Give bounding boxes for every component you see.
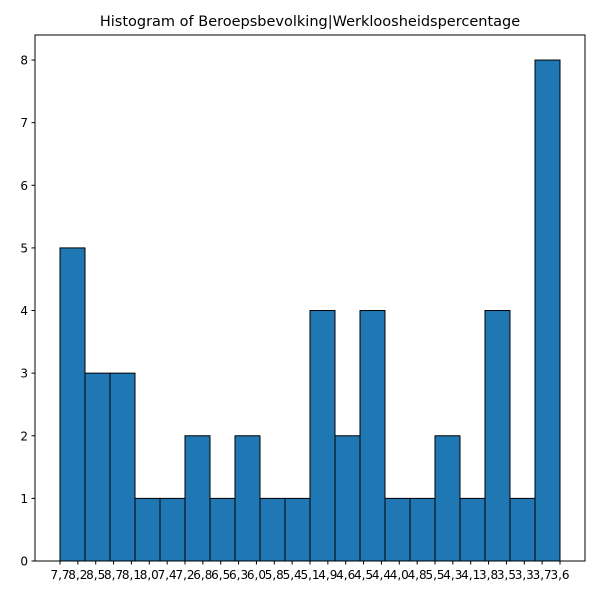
x-tick-label: 6,5 [211, 568, 230, 582]
bar [309, 310, 336, 562]
bar [209, 497, 236, 562]
y-tick-label: 7 [20, 116, 28, 130]
bar [234, 435, 261, 562]
x-tick-label: 6,0 [247, 568, 266, 582]
x-tick-label: 8,0 [140, 568, 159, 582]
x-tick-label: 4,0 [390, 568, 409, 582]
x-tick-label: 7,7 [50, 568, 69, 582]
y-tick-label: 6 [20, 179, 28, 193]
bar [284, 497, 311, 562]
x-tick-label: 8,2 [68, 568, 87, 582]
bar [484, 310, 511, 562]
x-tick-label: 4,6 [336, 568, 355, 582]
x-tick-label: 4,4 [372, 568, 391, 582]
x-tick-label: 4,1 [461, 568, 480, 582]
bar [59, 247, 86, 562]
bar [134, 497, 161, 562]
x-tick-label: 3,7 [533, 568, 552, 582]
bar [184, 435, 211, 562]
bar [459, 497, 486, 562]
x-tick-label: 8,1 [122, 568, 141, 582]
x-tick-label: 5,8 [265, 568, 284, 582]
y-tick-label: 0 [20, 555, 28, 569]
bar [384, 497, 411, 562]
x-tick-label: 7,4 [158, 568, 177, 582]
x-tick-label: 5,5 [425, 568, 444, 582]
x-tick-label: 4,9 [318, 568, 337, 582]
x-tick-label: 4,8 [408, 568, 427, 582]
x-tick-label: 6,3 [229, 568, 248, 582]
x-tick-label: 3,5 [497, 568, 516, 582]
bar [109, 372, 136, 562]
bar [259, 497, 286, 562]
plot-frame [34, 34, 586, 562]
x-tick-label: 3,8 [479, 568, 498, 582]
x-tick-label: 4,3 [443, 568, 462, 582]
y-tick-label: 8 [20, 54, 28, 68]
x-tick-label: 5,4 [283, 568, 302, 582]
x-tick-label: 3,3 [515, 568, 534, 582]
bar [534, 59, 561, 562]
bar [434, 435, 461, 562]
y-tick-label: 3 [20, 367, 28, 381]
x-tick-label: 3,6 [550, 568, 569, 582]
bar [509, 497, 536, 562]
x-tick-label: 7,2 [175, 568, 194, 582]
y-tick-label: 4 [20, 304, 28, 318]
bar [84, 372, 111, 562]
x-tick-label: 4,5 [354, 568, 373, 582]
bar [159, 497, 186, 562]
x-tick-label: 6,8 [193, 568, 212, 582]
x-tick-label: 8,5 [86, 568, 105, 582]
x-tick-label: 8,7 [104, 568, 123, 582]
bar [359, 310, 386, 562]
bar [409, 497, 436, 562]
y-tick-label: 5 [20, 241, 28, 255]
y-tick-label: 1 [20, 492, 28, 506]
y-tick-label: 2 [20, 429, 28, 443]
x-tick-label: 5,1 [300, 568, 319, 582]
chart-title: Histogram of Beroepsbevolking|Werklooshe… [100, 14, 520, 30]
bar [334, 435, 361, 562]
